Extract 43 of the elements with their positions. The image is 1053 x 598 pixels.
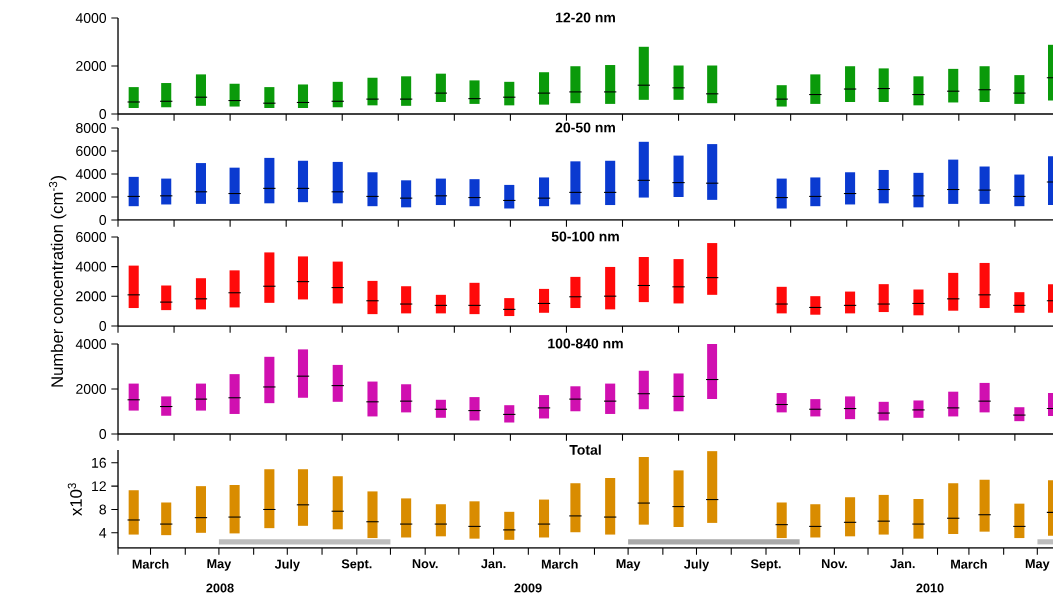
x-tick-label: March <box>951 559 987 569</box>
x-tick-label: Nov. <box>821 559 847 569</box>
y-tick-label: 2000 <box>76 192 107 202</box>
y-tick-label: 6000 <box>76 146 107 156</box>
y-tick-label: 8 <box>99 504 107 515</box>
y-tick-label: 2000 <box>76 61 107 71</box>
y-axis-title: Number concentration (cm$^{-3}$) <box>48 176 67 387</box>
chart-title: 50-100 nm <box>551 231 619 242</box>
y-tick-label: 4000 <box>75 339 107 349</box>
x-tick-label: May <box>616 559 641 571</box>
y-tick-label: 4000 <box>75 169 107 179</box>
y-tick-label: 4000 <box>75 261 107 272</box>
chart-title: Total <box>569 444 601 455</box>
y-tick-label: 0 <box>99 215 107 225</box>
x-tick-label: Sept. <box>341 559 372 571</box>
x-tick-label: May <box>207 559 232 571</box>
x-tick-label: Sept. <box>750 559 781 571</box>
x-tick-label: July <box>684 559 710 572</box>
y-axis-title: x10$^{3}$ <box>67 483 82 516</box>
y-tick-label: 4000 <box>75 13 107 23</box>
text: 2010 <box>916 583 944 593</box>
x-tick-label: July <box>274 559 300 572</box>
y-tick-label: 4 <box>99 528 107 538</box>
x-tick-label: Nov. <box>412 559 438 569</box>
x-tick-label: Jan. <box>890 559 915 569</box>
y-tick-label: 16 <box>92 457 107 468</box>
x-tick-label: Jan. <box>481 559 506 569</box>
y-tick-label: 0 <box>99 321 107 331</box>
y-tick-label: 12 <box>92 481 106 492</box>
y-tick-label: 0 <box>99 429 107 439</box>
x-tick-label: May <box>1025 559 1050 571</box>
x-tick-label: March <box>132 559 169 569</box>
text: 2009 <box>514 583 542 593</box>
chart-title: 12-20 nm <box>556 12 615 23</box>
y-tick-label: 0 <box>99 109 107 119</box>
chart-title: 100-840 nm <box>548 338 623 349</box>
y-tick-label: 8000 <box>76 123 107 133</box>
y-tick-label: 6000 <box>76 232 107 242</box>
x-tick-label: March <box>541 559 578 569</box>
y-tick-label: 2000 <box>76 384 107 394</box>
chart-title: 20-50 nm <box>555 122 615 133</box>
text: 2008 <box>206 583 234 593</box>
y-tick-label: 2000 <box>76 291 107 302</box>
